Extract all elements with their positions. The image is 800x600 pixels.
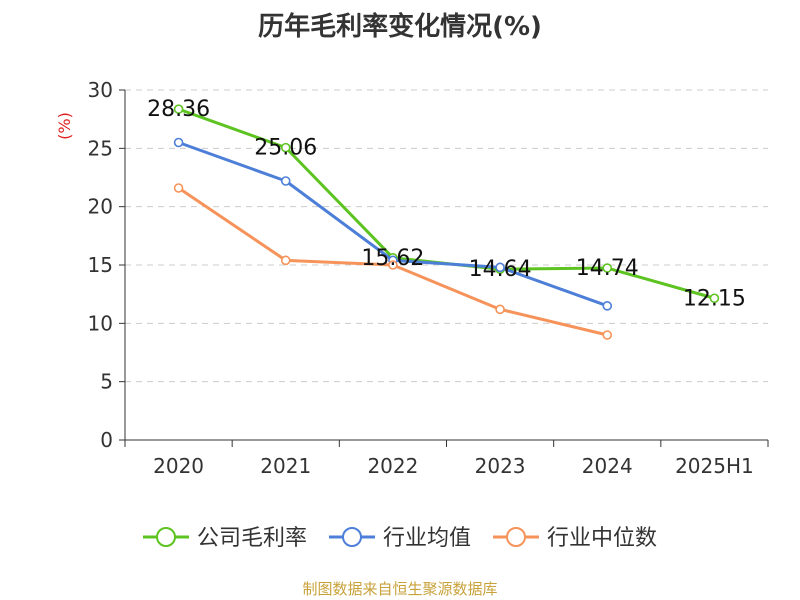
legend-label: 行业均值 [383, 526, 471, 551]
data-label: 14.74 [576, 256, 639, 281]
y-tick-label: 30 [88, 78, 113, 102]
data-point [495, 304, 505, 315]
y-tick-label: 15 [88, 253, 113, 277]
data-label: 25.06 [254, 136, 317, 161]
y-tick-label: 25 [88, 136, 113, 160]
series-line-2 [178, 141, 608, 308]
chart-title: 历年毛利率变化情况(%) [258, 12, 542, 42]
legend-item-1: 公司毛利率 [143, 526, 307, 551]
y-axis-label: (%) [55, 112, 74, 140]
legend-marker [342, 527, 362, 547]
data-point [280, 176, 291, 186]
y-tick-label: 5 [100, 370, 113, 394]
data-point [388, 260, 398, 270]
data-label: 15.62 [361, 246, 424, 271]
x-tick-label: 2021 [260, 454, 311, 478]
x-tick-label: 2020 [153, 454, 204, 478]
y-tick-label: 10 [88, 311, 113, 335]
data-point [173, 183, 184, 193]
data-label: 28.36 [147, 97, 210, 122]
legend-marker [156, 527, 176, 547]
data-point [173, 137, 184, 148]
source-note: 制图数据来自恒生聚源数据库 [302, 580, 498, 598]
legend-item-3: 行业中位数 [493, 526, 657, 551]
y-tick-label: 0 [100, 428, 113, 452]
legend-marker [506, 527, 526, 547]
data-point [709, 293, 720, 304]
x-tick-label: 2022 [367, 454, 418, 478]
y-tick-label: 20 [88, 195, 113, 219]
data-point [173, 104, 184, 114]
legend-label: 公司毛利率 [197, 526, 307, 551]
data-point [280, 142, 291, 153]
data-label: 12.15 [683, 286, 746, 311]
x-tick-label: 2023 [475, 454, 526, 478]
legend-item-2: 行业均值 [329, 526, 471, 551]
data-point [602, 263, 613, 273]
data-point [495, 262, 505, 273]
data-point [280, 255, 291, 266]
data-label: 14.64 [469, 257, 532, 282]
data-point [602, 330, 613, 340]
x-tick-label: 2024 [582, 454, 633, 478]
x-tick-label: 2025H1 [675, 454, 754, 478]
data-point [602, 301, 613, 311]
legend-label: 行业中位数 [547, 526, 657, 551]
